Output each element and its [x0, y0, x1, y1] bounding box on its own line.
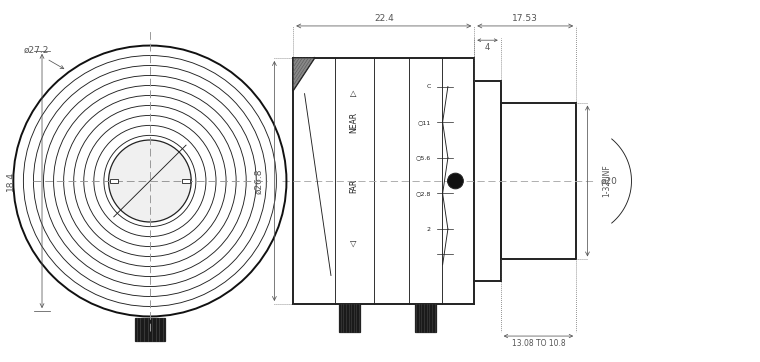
Text: 2: 2	[426, 227, 431, 232]
Text: FAR: FAR	[349, 179, 358, 193]
Text: ○2.8: ○2.8	[415, 191, 431, 196]
Bar	[110, 179, 118, 183]
Text: 4: 4	[485, 43, 490, 52]
Bar	[135, 318, 165, 341]
Bar	[415, 304, 435, 332]
Ellipse shape	[109, 140, 192, 222]
Ellipse shape	[448, 173, 464, 189]
Text: 13.08 TO 10.8: 13.08 TO 10.8	[511, 339, 565, 348]
Text: C: C	[426, 84, 431, 89]
Text: NEAR: NEAR	[349, 111, 358, 133]
Text: ▽: ▽	[350, 239, 357, 248]
Text: ○5.6: ○5.6	[415, 155, 431, 160]
Bar	[339, 304, 360, 332]
Bar	[182, 179, 189, 183]
Text: 1-32UNF: 1-32UNF	[602, 165, 611, 197]
Text: ø26.8: ø26.8	[255, 168, 264, 194]
Text: 18.4: 18.4	[6, 171, 15, 191]
Text: △: △	[350, 89, 357, 98]
Text: ○11: ○11	[417, 120, 431, 125]
Text: ø20: ø20	[601, 177, 618, 185]
Text: 17.53: 17.53	[512, 14, 538, 22]
Text: ø27.2: ø27.2	[24, 46, 49, 54]
Ellipse shape	[114, 146, 186, 216]
Polygon shape	[293, 58, 315, 90]
Text: 22.4: 22.4	[374, 14, 394, 22]
